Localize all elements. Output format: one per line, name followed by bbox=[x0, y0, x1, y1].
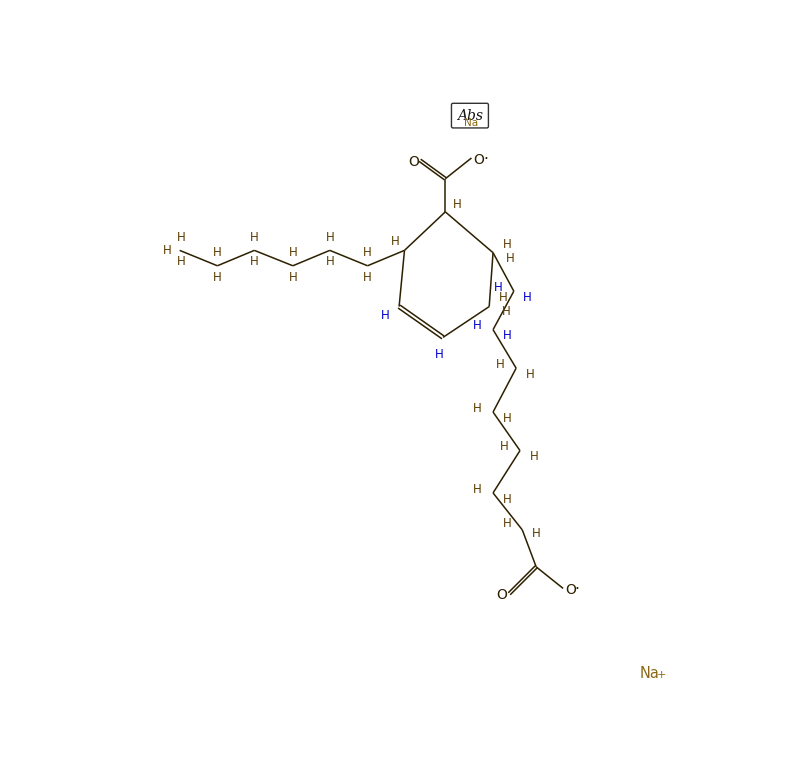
Text: H: H bbox=[363, 271, 372, 284]
Text: H: H bbox=[213, 271, 222, 284]
Text: Na: Na bbox=[464, 118, 478, 128]
Text: H: H bbox=[526, 368, 534, 381]
Text: O: O bbox=[496, 588, 507, 602]
Text: H: H bbox=[177, 231, 186, 244]
Text: H: H bbox=[213, 246, 222, 259]
Text: H: H bbox=[177, 255, 186, 268]
Text: H: H bbox=[503, 517, 512, 530]
Text: H: H bbox=[250, 231, 259, 244]
Text: H: H bbox=[473, 402, 482, 415]
Text: O: O bbox=[408, 155, 419, 169]
Text: H: H bbox=[505, 252, 515, 265]
Text: H: H bbox=[503, 238, 512, 251]
Text: H: H bbox=[391, 234, 400, 247]
Text: H: H bbox=[326, 231, 334, 244]
Text: ·: · bbox=[575, 582, 579, 598]
Text: H: H bbox=[363, 246, 372, 259]
Text: O: O bbox=[565, 583, 576, 597]
Text: H: H bbox=[473, 483, 482, 496]
Text: H: H bbox=[494, 281, 503, 294]
Text: Na: Na bbox=[639, 666, 660, 682]
Text: +: + bbox=[656, 670, 666, 680]
Text: O: O bbox=[474, 153, 485, 167]
Text: H: H bbox=[163, 244, 172, 257]
Text: H: H bbox=[381, 309, 390, 322]
Text: H: H bbox=[503, 493, 512, 506]
Text: H: H bbox=[497, 358, 505, 371]
Text: H: H bbox=[530, 450, 538, 463]
Text: H: H bbox=[532, 527, 541, 540]
Text: H: H bbox=[289, 246, 297, 259]
Text: H: H bbox=[501, 440, 509, 453]
Text: H: H bbox=[503, 412, 512, 425]
Text: H: H bbox=[473, 319, 482, 332]
Text: H: H bbox=[250, 255, 259, 268]
Text: ·: · bbox=[483, 152, 488, 167]
Text: H: H bbox=[453, 197, 462, 210]
Text: H: H bbox=[434, 348, 444, 361]
Text: H: H bbox=[523, 291, 532, 304]
Text: Abs: Abs bbox=[457, 109, 483, 123]
Text: H: H bbox=[499, 291, 508, 304]
Text: H: H bbox=[502, 305, 511, 318]
Text: H: H bbox=[503, 329, 512, 342]
Text: H: H bbox=[326, 255, 334, 268]
Text: H: H bbox=[289, 271, 297, 284]
